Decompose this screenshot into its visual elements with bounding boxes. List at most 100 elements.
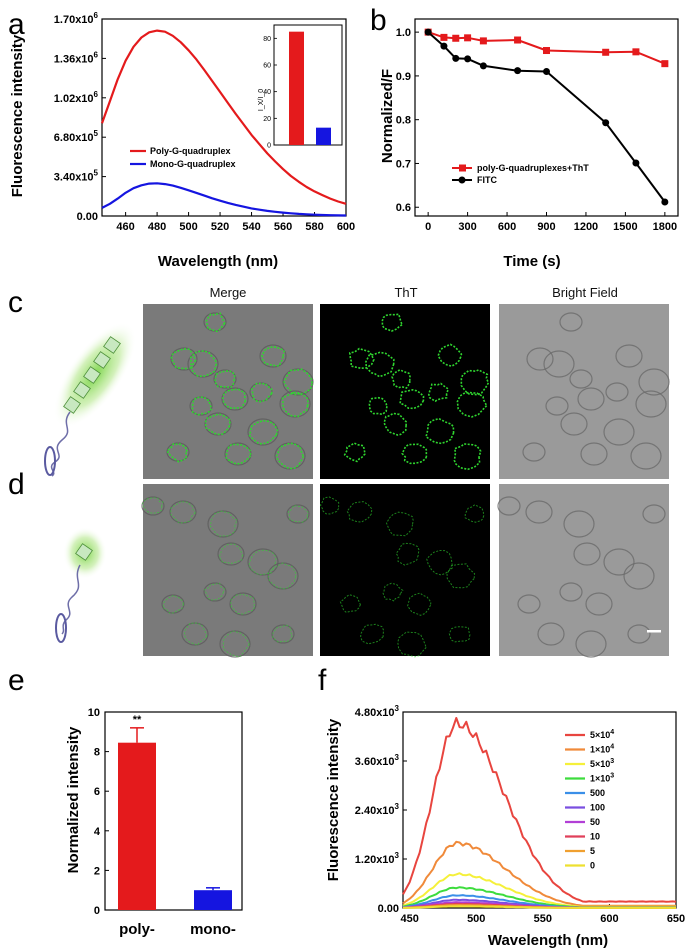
micro-cell-outline bbox=[141, 496, 165, 516]
a-inset-ytick-label: 60 bbox=[263, 63, 271, 70]
micro-cell-outline bbox=[203, 582, 227, 602]
micro-cell-fluorescence bbox=[346, 501, 373, 523]
micro-cell-fluorescence bbox=[426, 549, 453, 576]
b-marker-1-5 bbox=[514, 67, 522, 75]
micro-cell-fluorescence bbox=[261, 345, 285, 367]
panel-a-chart: Wavelength (nm) Fluorescence intensity I… bbox=[9, 11, 355, 270]
f-legend-label-4: 500 bbox=[590, 788, 605, 798]
micro-cell-fluorescence bbox=[204, 413, 232, 436]
e-ytick-label: 6 bbox=[94, 786, 100, 798]
a-inset-ytick-label: 40 bbox=[263, 89, 271, 96]
mono-probe-loop bbox=[55, 613, 67, 643]
micro-cell-fluorescence bbox=[248, 549, 277, 576]
micro-cell-fluorescence bbox=[214, 369, 236, 388]
micro-d-image-2 bbox=[499, 484, 669, 656]
b-series-line-0 bbox=[427, 31, 666, 65]
micro-cell-outline bbox=[642, 504, 666, 524]
a-inset-ytick-label: 80 bbox=[263, 36, 271, 43]
a-series-line-0 bbox=[100, 29, 347, 205]
micro-cell-fluorescence bbox=[209, 510, 238, 537]
micro-cell-outline bbox=[497, 496, 521, 516]
f-ylabel: Fluorescence intensity bbox=[325, 718, 342, 881]
b-ytick-label: 0.8 bbox=[396, 115, 411, 127]
a-inset-frame bbox=[273, 24, 343, 146]
b-ytick-label: 0.7 bbox=[396, 158, 411, 170]
a-xtick-label: 580 bbox=[305, 221, 323, 233]
e-significance-annotation: ** bbox=[133, 714, 142, 726]
micro-cell-fluorescence bbox=[222, 630, 250, 658]
b-marker-1-1 bbox=[440, 42, 448, 50]
b-xtick-label: 900 bbox=[537, 221, 555, 233]
b-marker-0-3 bbox=[464, 34, 472, 42]
panel-f-chart: Wavelength (nm) Fluorescence intensity 4… bbox=[325, 704, 685, 949]
micro-cell-fluorescence bbox=[460, 369, 490, 396]
micro-cell-outline bbox=[573, 542, 601, 566]
f-legend-label-5: 100 bbox=[590, 803, 605, 813]
a-legend-label-0: Poly-G-quadruplex bbox=[150, 146, 231, 156]
a-series-line-1 bbox=[101, 182, 347, 217]
micro-cell-outline bbox=[170, 347, 198, 371]
f-xtick-label: 450 bbox=[400, 913, 418, 925]
b-legend-marker-1 bbox=[458, 176, 466, 184]
micro-cell-outline bbox=[577, 387, 605, 411]
b-marker-0-8 bbox=[632, 48, 640, 56]
micro-cell-outline bbox=[603, 548, 635, 576]
a-inset-bar-0 bbox=[289, 31, 304, 146]
micro-cell-fluorescence bbox=[189, 350, 218, 378]
f-legend-label-9: 0 bbox=[590, 861, 595, 871]
e-category-label-1: mono- bbox=[190, 921, 236, 938]
a-inset-ylabel: I_X/I_0 bbox=[258, 89, 265, 111]
micro-cell-fluorescence bbox=[446, 563, 476, 589]
micro-cell-fluorescence bbox=[360, 623, 385, 645]
col-header-tht: ThT bbox=[394, 285, 417, 300]
micro-d-image-1 bbox=[320, 484, 490, 656]
b-marker-1-7 bbox=[602, 119, 610, 127]
micro-cell-outline bbox=[575, 630, 607, 658]
poly-probe-unit-4 bbox=[63, 396, 81, 414]
col-header-bright-field: Bright Field bbox=[552, 285, 618, 300]
micro-cell-outline bbox=[563, 510, 595, 538]
micro-cell-fluorescence bbox=[221, 388, 247, 409]
micro-cell-outline bbox=[537, 622, 565, 646]
micro-cell-fluorescence bbox=[383, 412, 408, 436]
micro-cell-outline bbox=[217, 542, 245, 566]
micro-cell-outline bbox=[203, 312, 227, 332]
microscopy-panels: Merge ThT Bright Field bbox=[44, 285, 670, 658]
micro-cell-fluorescence bbox=[343, 442, 366, 463]
micro-cell-outline bbox=[585, 592, 613, 616]
micro-cell-fluorescence bbox=[453, 443, 482, 471]
micro-cell-fluorescence bbox=[281, 391, 309, 418]
micro-cell-fluorescence bbox=[456, 391, 488, 418]
b-legend-label-0: poly-G-quadruplexes+ThT bbox=[477, 163, 589, 173]
a-xtick-label: 560 bbox=[274, 221, 292, 233]
micro-cell-outline bbox=[286, 504, 310, 524]
panel-label-d: d bbox=[8, 468, 25, 501]
panel-label-e: e bbox=[8, 664, 25, 697]
f-xtick-label: 650 bbox=[667, 913, 685, 925]
f-legend-label-1: 1×104 bbox=[590, 744, 614, 755]
a-ytick-label: 6.80x105 bbox=[54, 129, 99, 144]
b-xtick-label: 1500 bbox=[613, 221, 637, 233]
b-marker-0-7 bbox=[602, 48, 610, 56]
a-xtick-label: 540 bbox=[242, 221, 260, 233]
micro-cell-outline bbox=[274, 442, 306, 470]
micro-cell-outline bbox=[221, 387, 249, 411]
b-marker-1-6 bbox=[543, 68, 550, 76]
a-ytick-label: 0.00 bbox=[77, 211, 98, 223]
a-axes-frame bbox=[101, 18, 347, 217]
micro-cell-outline bbox=[279, 390, 311, 418]
b-ylabel: Normalized/F bbox=[379, 69, 396, 163]
b-xtick-label: 300 bbox=[458, 221, 476, 233]
mono-probe-strand bbox=[61, 564, 81, 635]
micro-cell-outline bbox=[560, 412, 588, 436]
f-ytick-label: 0.00 bbox=[378, 903, 399, 915]
f-legend-label-2: 5×103 bbox=[590, 758, 614, 769]
micro-cell-fluorescence bbox=[250, 382, 273, 403]
f-series-line-0 bbox=[402, 717, 677, 903]
micro-cell-fluorescence bbox=[170, 501, 196, 524]
e-bar-1 bbox=[194, 890, 232, 910]
a-ytick-label: 1.36x106 bbox=[54, 50, 99, 65]
micro-c-image-2 bbox=[499, 304, 669, 479]
b-marker-1-8 bbox=[632, 159, 640, 167]
